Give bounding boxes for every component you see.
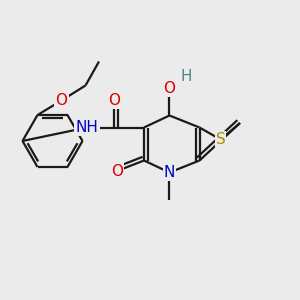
- Text: O: O: [108, 93, 120, 108]
- Text: NH: NH: [76, 120, 98, 135]
- Text: H: H: [180, 69, 192, 84]
- Text: O: O: [164, 81, 175, 96]
- Text: N: N: [164, 165, 175, 180]
- Text: O: O: [111, 164, 123, 178]
- Text: S: S: [216, 132, 225, 147]
- Text: O: O: [56, 93, 68, 108]
